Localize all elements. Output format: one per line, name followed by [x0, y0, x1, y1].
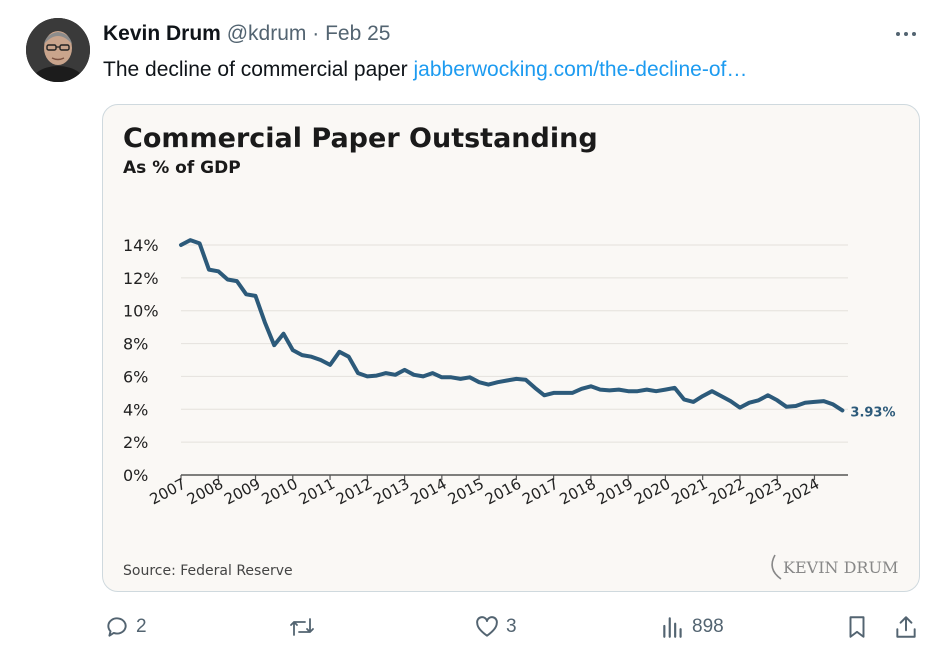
repost-button[interactable]	[288, 610, 322, 644]
x-tick-label: 2013	[370, 475, 412, 509]
views-chart-icon	[663, 617, 682, 638]
post-body: The decline of commercial paper	[103, 58, 408, 81]
x-tick-label: 2015	[445, 475, 487, 509]
x-tick-label: 2020	[631, 475, 673, 509]
chart-series: 3.93%	[179, 238, 896, 420]
y-tick-label: 14%	[123, 236, 159, 255]
reply-count: 2	[136, 616, 147, 637]
watermark-text: KEVIN DRUM	[783, 558, 898, 577]
x-tick-label: 2014	[408, 475, 450, 509]
reply-button[interactable]: 2	[104, 610, 147, 644]
y-tick-label: 10%	[123, 302, 159, 321]
chart-gridlines	[181, 244, 848, 476]
repost-icon	[290, 618, 314, 636]
header-separator: ·	[312, 22, 320, 45]
x-tick-label: 2017	[519, 475, 561, 509]
last-value-label: 3.93%	[850, 405, 895, 420]
y-tick-label: 8%	[123, 335, 148, 354]
bookmark-button[interactable]	[844, 610, 870, 644]
chart-source: Source: Federal Reserve	[123, 563, 293, 579]
x-tick-label: 2021	[668, 475, 710, 509]
like-button[interactable]: 3	[474, 610, 517, 644]
y-axis-ticks: 0% 2% 4% 6% 8% 10% 12% 14%	[123, 236, 159, 485]
heart-icon	[476, 616, 498, 637]
x-tick-label: 2008	[184, 475, 226, 509]
x-tick-label: 2018	[557, 475, 599, 509]
post-link[interactable]: jabberwocking.com/the-decline-of…	[413, 58, 748, 81]
author-handle[interactable]: @kdrum	[226, 22, 307, 45]
series-line	[179, 238, 845, 413]
x-tick-label: 2010	[258, 475, 300, 509]
share-button[interactable]	[893, 610, 919, 644]
x-tick-label: 2022	[706, 475, 748, 509]
x-tick-label: 2016	[482, 475, 524, 509]
post-text: The decline of commercial paper jabberwo…	[103, 56, 747, 84]
chart-subtitle: As % of GDP	[123, 158, 241, 178]
post-date[interactable]: Feb 25	[325, 22, 391, 45]
kevin-drum-logo: KEVIN DRUM	[771, 554, 898, 580]
author-avatar[interactable]	[26, 18, 90, 82]
x-tick-label: 2012	[333, 475, 375, 509]
reply-icon	[107, 617, 127, 637]
x-tick-label: 2009	[221, 475, 263, 509]
like-count: 3	[506, 616, 517, 637]
x-tick-label: 2024	[780, 475, 822, 509]
post-header: Kevin Drum @kdrum · Feb 25	[103, 20, 390, 48]
x-axis-ticks: 2007200820092010201120122013201420152016…	[147, 475, 823, 509]
line-chart: Commercial Paper Outstanding As % of GDP…	[123, 123, 898, 580]
x-tick-label: 2023	[743, 475, 785, 509]
y-tick-label: 4%	[123, 400, 148, 419]
post-actions-bar: 2 3 898	[0, 610, 945, 644]
share-icon	[896, 616, 916, 638]
views-button[interactable]: 898	[660, 610, 724, 644]
chart-image-card[interactable]: Commercial Paper Outstanding As % of GDP…	[102, 104, 920, 592]
chart-title: Commercial Paper Outstanding	[123, 123, 598, 154]
views-count: 898	[692, 616, 724, 637]
author-name[interactable]: Kevin Drum	[103, 22, 221, 45]
y-tick-label: 6%	[123, 367, 148, 386]
y-tick-label: 12%	[123, 269, 159, 288]
y-tick-label: 2%	[123, 433, 148, 452]
x-tick-label: 2019	[594, 475, 636, 509]
y-tick-label: 0%	[123, 466, 148, 485]
x-tick-label: 2007	[147, 475, 189, 509]
x-tick-label: 2011	[296, 475, 338, 509]
bookmark-icon	[849, 616, 865, 638]
more-dots-icon[interactable]	[894, 22, 918, 51]
